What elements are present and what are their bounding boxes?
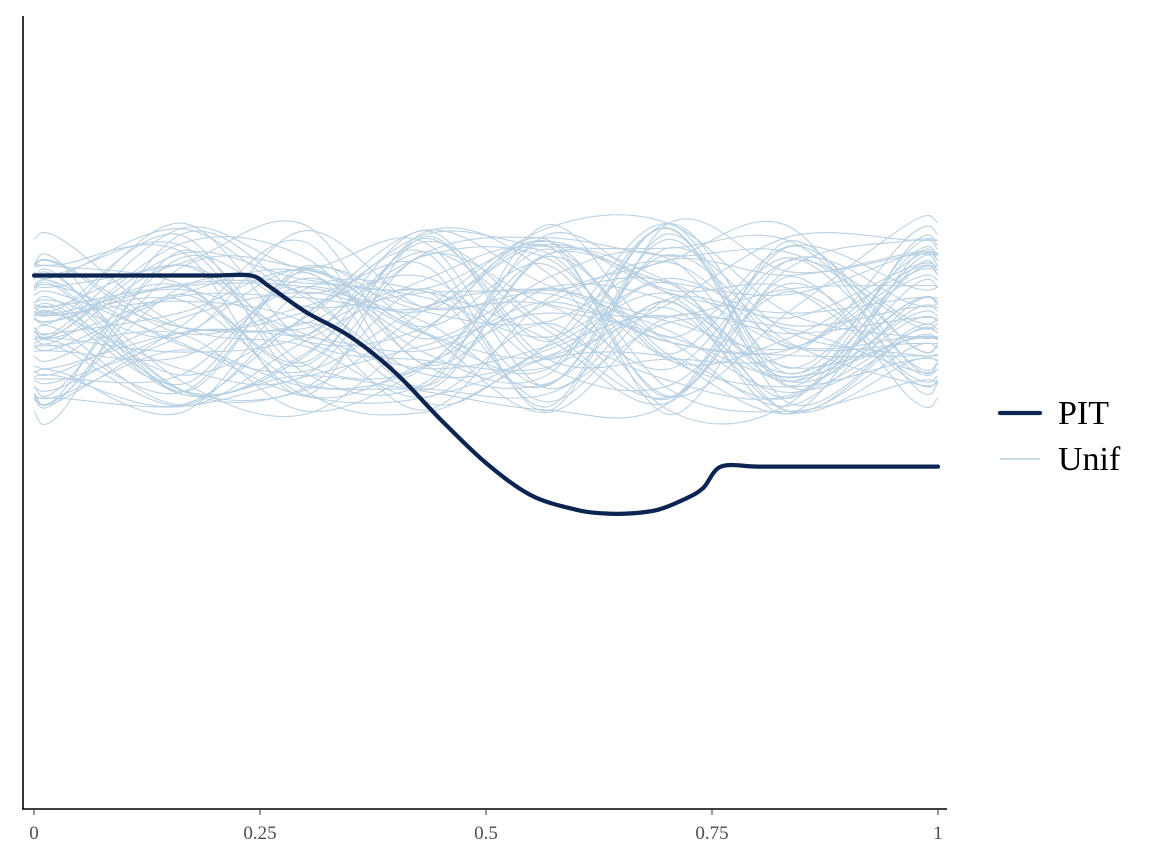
unif-line	[33, 232, 939, 401]
unif-line	[33, 237, 939, 415]
unif-line	[33, 259, 939, 392]
x-tick-label: 0	[29, 823, 39, 844]
unif-line	[33, 223, 939, 384]
unif-line	[33, 236, 939, 398]
unif-line	[33, 277, 939, 407]
unif-lines	[33, 214, 939, 426]
pit-series	[31, 272, 941, 516]
unif-line	[33, 222, 939, 414]
unif-line	[33, 230, 939, 358]
unif-line	[33, 317, 939, 400]
unif-line	[33, 236, 939, 399]
unif-line	[33, 262, 939, 403]
legend-label-unif: Unif	[1058, 441, 1121, 478]
unif-line	[33, 218, 939, 412]
unif-line	[33, 215, 939, 398]
legend: PIT Unif	[997, 395, 1121, 478]
x-tick-label: 1	[933, 823, 943, 844]
unif-line	[33, 239, 939, 406]
unif-line	[33, 252, 939, 386]
unif-line	[33, 275, 939, 405]
x-tick-label: 0.25	[243, 823, 276, 844]
unif-line	[33, 226, 939, 414]
unif-line	[33, 229, 939, 407]
unif-line	[33, 227, 939, 407]
x-tick-label: 0.5	[474, 823, 498, 844]
unif-line	[33, 228, 939, 408]
unif-line	[33, 248, 939, 426]
unif-line	[33, 238, 939, 403]
pit-line	[31, 272, 941, 516]
unif-line	[33, 267, 939, 392]
unif-line	[33, 237, 939, 369]
unif-line	[33, 274, 939, 374]
x-ticks: 0 0.25 0.5 0.75 1	[29, 809, 943, 844]
unif-line	[33, 259, 939, 395]
unif-line	[33, 220, 939, 369]
unif-line	[33, 232, 939, 396]
unif-line	[33, 227, 939, 425]
unif-line	[33, 260, 939, 399]
unif-line	[33, 250, 939, 390]
legend-label-pit: PIT	[1058, 395, 1109, 432]
x-tick-label: 0.75	[695, 823, 728, 844]
unif-line	[33, 240, 939, 418]
unif-line	[33, 228, 939, 387]
unif-line	[33, 256, 939, 416]
unif-line	[33, 251, 939, 399]
